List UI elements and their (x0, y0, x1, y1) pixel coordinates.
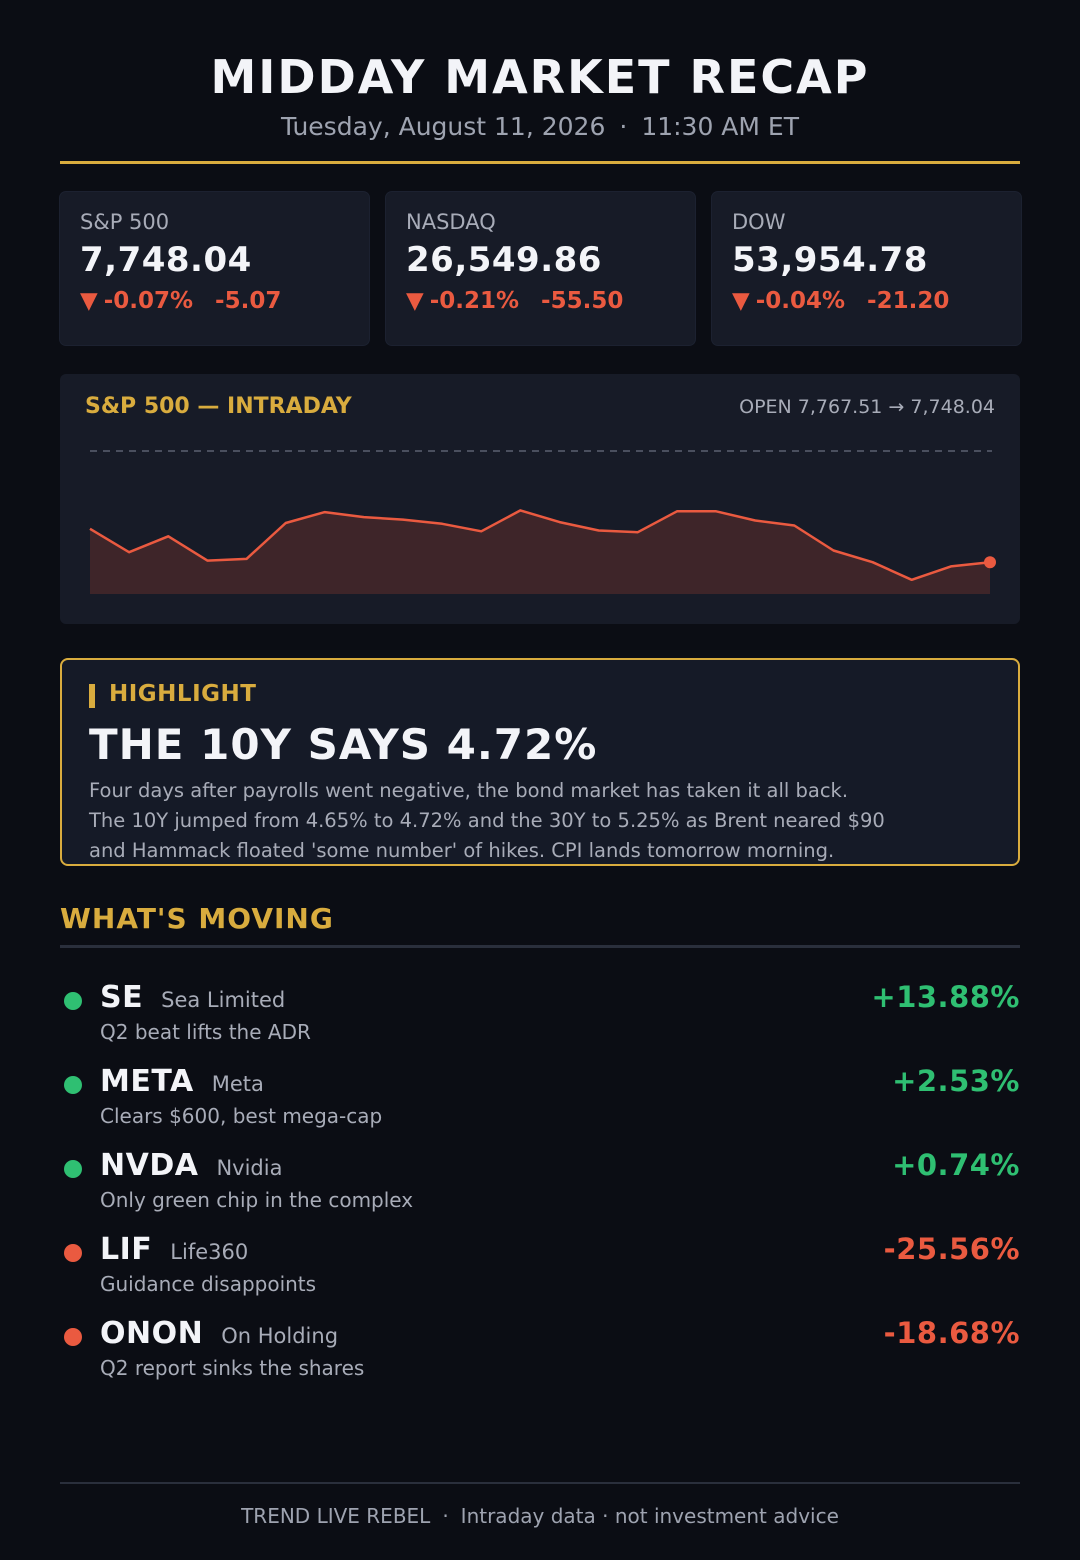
intraday-line (89, 509, 991, 582)
highlight-headline: THE 10Y SAYS 4.72% (89, 720, 598, 769)
highlight-body-line: Four days after payrolls went negative, … (89, 779, 849, 802)
separator: · (619, 112, 628, 141)
mover-company: Nvidia (216, 1156, 283, 1180)
down-arrow-icon: ▼ (732, 288, 750, 314)
intraday-area (90, 510, 990, 594)
mover-row-onon[interactable]: ONON On Holding Q2 report sinks the share… (60, 1316, 1020, 1392)
page-subtitle: Tuesday, August 11, 2026 · 11:30 AM ET (0, 112, 1080, 141)
highlight-body-line: and Hammack floated 'some number' of hik… (89, 839, 835, 862)
index-change: ▼ -0.21% -55.50 (406, 288, 623, 314)
index-name: NASDAQ (406, 210, 496, 234)
index-value: 7,748.04 (80, 240, 252, 280)
mover-note: Q2 report sinks the shares (100, 1356, 365, 1380)
mover-ticker: ONON On Holding (100, 1316, 339, 1351)
footer-brand: TREND LIVE REBEL (241, 1504, 431, 1528)
index-change-pct: -0.21% (429, 288, 520, 314)
index-value: 26,549.86 (406, 240, 602, 280)
index-name: DOW (732, 210, 786, 234)
down-status-dot-icon (64, 1244, 82, 1262)
mover-pct: +13.88% (871, 980, 1020, 1014)
highlight-body-line: The 10Y jumped from 4.65% to 4.72% and t… (89, 809, 885, 832)
index-card-nasdaq[interactable]: NASDAQ 26,549.86 ▼ -0.21% -55.50 (386, 192, 695, 345)
index-name: S&P 500 (80, 210, 170, 234)
footer-disclaimer: Intraday data · not investment advice (460, 1504, 839, 1528)
up-status-dot-icon (64, 1160, 82, 1178)
highlight-body: Four days after payrolls went negative, … (89, 776, 989, 866)
highlight-accent-bar (89, 684, 95, 708)
down-arrow-icon: ▼ (406, 288, 424, 314)
chart-title: S&P 500 — INTRADAY (85, 394, 352, 419)
separator: · (442, 1504, 449, 1528)
index-value: 53,954.78 (732, 240, 928, 280)
date-text: Tuesday, August 11, 2026 (280, 112, 606, 141)
mover-ticker: SE Sea Limited (100, 980, 286, 1015)
mover-ticker: NVDA Nvidia (100, 1148, 283, 1183)
mover-company: Sea Limited (161, 988, 286, 1012)
up-status-dot-icon (64, 992, 82, 1010)
index-change-abs: -5.07 (215, 288, 282, 314)
footer-divider (60, 1482, 1020, 1484)
mover-company: On Holding (221, 1324, 339, 1348)
intraday-chart (89, 450, 996, 594)
highlight-label: HIGHLIGHT (109, 681, 257, 707)
mover-row-nvda[interactable]: NVDA Nvidia Only green chip in the comple… (60, 1148, 1020, 1224)
header-divider (60, 161, 1020, 164)
mover-pct: -18.68% (883, 1316, 1020, 1350)
index-change: ▼ -0.04% -21.20 (732, 288, 949, 314)
down-status-dot-icon (64, 1328, 82, 1346)
index-card-dow[interactable]: DOW 53,954.78 ▼ -0.04% -21.20 (712, 192, 1021, 345)
index-card-sp500[interactable]: S&P 500 7,748.04 ▼ -0.07% -5.07 (60, 192, 369, 345)
mover-row-meta[interactable]: META Meta Clears $600, best mega-cap +2.5… (60, 1064, 1020, 1140)
page-title: MIDDAY MARKET RECAP (210, 50, 870, 104)
index-change: ▼ -0.07% -5.07 (80, 288, 281, 314)
section-title-moving: WHAT'S MOVING (60, 902, 334, 935)
index-change-abs: -55.50 (541, 288, 624, 314)
last-price-point (984, 556, 996, 569)
mover-note: Clears $600, best mega-cap (100, 1104, 383, 1128)
mover-row-lif[interactable]: LIF Life360 Guidance disappoints -25.56% (60, 1232, 1020, 1308)
mover-pct: -25.56% (883, 1232, 1020, 1266)
mover-company: Meta (211, 1072, 264, 1096)
chart-open-range: OPEN 7,767.51 → 7,748.04 (739, 396, 995, 418)
time-text: 11:30 AM ET (641, 112, 799, 141)
footer: TREND LIVE REBEL · Intraday data · not inv… (0, 1504, 1080, 1528)
mover-ticker: LIF Life360 (100, 1232, 249, 1267)
mover-row-se[interactable]: SE Sea Limited Q2 beat lifts the ADR +13.… (60, 980, 1020, 1056)
mover-note: Q2 beat lifts the ADR (100, 1020, 311, 1044)
mover-note: Guidance disappoints (100, 1272, 317, 1296)
mover-company: Life360 (170, 1240, 249, 1264)
index-change-pct: -0.04% (755, 288, 846, 314)
highlight-card: HIGHLIGHT THE 10Y SAYS 4.72% Four days a… (60, 658, 1020, 866)
up-status-dot-icon (64, 1076, 82, 1094)
down-arrow-icon: ▼ (80, 288, 98, 314)
index-change-abs: -21.20 (867, 288, 950, 314)
mover-ticker: META Meta (100, 1064, 264, 1099)
index-change-pct: -0.07% (103, 288, 194, 314)
intraday-chart-card: S&P 500 — INTRADAY OPEN 7,767.51 → 7,748… (60, 374, 1020, 624)
mover-pct: +0.74% (892, 1148, 1020, 1182)
mover-note: Only green chip in the complex (100, 1188, 414, 1212)
section-divider (60, 945, 1020, 948)
mover-pct: +2.53% (892, 1064, 1020, 1098)
